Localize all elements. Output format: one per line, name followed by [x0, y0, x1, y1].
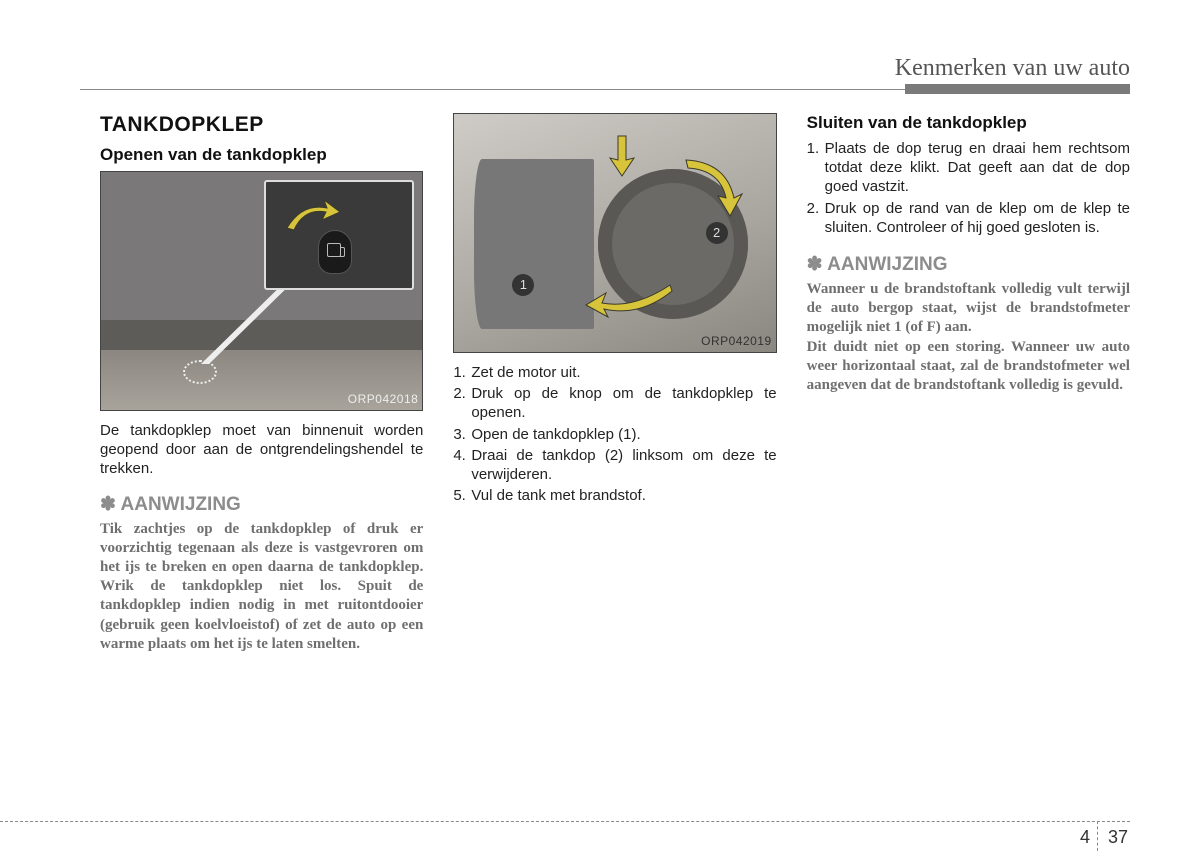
arrow-down-icon [604, 134, 640, 183]
header-accent-bar [905, 84, 1130, 94]
step-text: Druk op de knop om de tankdopklep te ope… [471, 384, 776, 422]
col1-subheading: Openen van de tankdopklep [100, 145, 423, 165]
main-heading: TANKDOPKLEP [100, 113, 423, 137]
column-1: TANKDOPKLEP Openen van de tankdopklep [100, 113, 423, 654]
step-number: 3. [453, 425, 471, 444]
list-item: 4.Draai de tankdop (2) linksom om deze t… [453, 446, 776, 484]
step-number: 2. [807, 199, 825, 237]
col3-notice-heading: ✽ AANWIJZING [807, 253, 1130, 276]
col3-notice-body-1: Wanneer u de brandstoftank volledig vult… [807, 280, 1130, 338]
fig2-fuel-door [474, 159, 594, 329]
step-text: Plaats de dop terug en draai hem rechtso… [825, 139, 1130, 197]
col1-body-text: De tankdopklep moet van binnenuit worden… [100, 421, 423, 479]
list-item: 1.Zet de motor uit. [453, 363, 776, 382]
step-text: Draai de tankdop (2) linksom om deze te … [471, 446, 776, 484]
step-number: 2. [453, 384, 471, 422]
footer-rule [0, 821, 1130, 822]
figure-1-label: ORP042018 [348, 392, 419, 406]
footer-divider [1097, 821, 1098, 851]
step-number: 4. [453, 446, 471, 484]
step-number: 1. [453, 363, 471, 382]
page-header: Kenmerken van uw auto [100, 55, 1130, 95]
col3-subheading: Sluiten van de tankdopklep [807, 113, 1130, 133]
step-text: Zet de motor uit. [471, 363, 776, 382]
arrow-turn-right-icon [676, 154, 746, 229]
list-item: 2.Druk op de knop om de tankdopklep te o… [453, 384, 776, 422]
list-item: 2.Druk op de rand van de klep om de klep… [807, 199, 1130, 237]
asterisk-icon: ✽ [807, 254, 828, 275]
content-columns: TANKDOPKLEP Openen van de tankdopklep [100, 113, 1130, 654]
col1-notice-head-text: AANWIJZING [121, 494, 241, 515]
col3-notice-body-2: Dit duidt niet op een storing. Wanneer u… [807, 338, 1130, 396]
fuel-pump-icon [327, 243, 341, 257]
figure-1: ORP042018 [100, 171, 423, 411]
col1-notice-body: Tik zachtjes op de tankdopklep of druk e… [100, 520, 423, 654]
list-item: 5.Vul de tank met brandstof. [453, 486, 776, 505]
manual-page: Kenmerken van uw auto TANKDOPKLEP Openen… [0, 0, 1200, 861]
section-title: Kenmerken van uw auto [895, 55, 1130, 82]
list-item: 3.Open de tankdopklep (1). [453, 425, 776, 444]
step-number: 5. [453, 486, 471, 505]
col3-steps: 1.Plaats de dop terug en draai hem recht… [807, 139, 1130, 237]
chapter-number: 4 [1080, 827, 1090, 848]
fuel-release-button [318, 230, 352, 274]
list-item: 1.Plaats de dop terug en draai hem recht… [807, 139, 1130, 197]
col1-notice-heading: ✽ AANWIJZING [100, 493, 423, 516]
step-text: Druk op de rand van de klep om de klep t… [825, 199, 1130, 237]
asterisk-icon: ✽ [100, 494, 121, 515]
figure-2-label: ORP042019 [701, 334, 772, 348]
column-2: 1 2 ORP042019 1.Zet de motor uit. 2.Druk… [453, 113, 776, 654]
col3-notice-head-text: AANWIJZING [827, 254, 947, 275]
step-text: Vul de tank met brandstof. [471, 486, 776, 505]
figure-2: 1 2 ORP042019 [453, 113, 776, 353]
page-number: 37 [1108, 827, 1128, 848]
column-3: Sluiten van de tankdopklep 1.Plaats de d… [807, 113, 1130, 654]
col2-steps: 1.Zet de motor uit. 2.Druk op de knop om… [453, 363, 776, 505]
arrow-turn-left-icon [584, 279, 674, 324]
step-text: Open de tankdopklep (1). [471, 425, 776, 444]
fig1-inset [264, 180, 414, 290]
step-number: 1. [807, 139, 825, 197]
